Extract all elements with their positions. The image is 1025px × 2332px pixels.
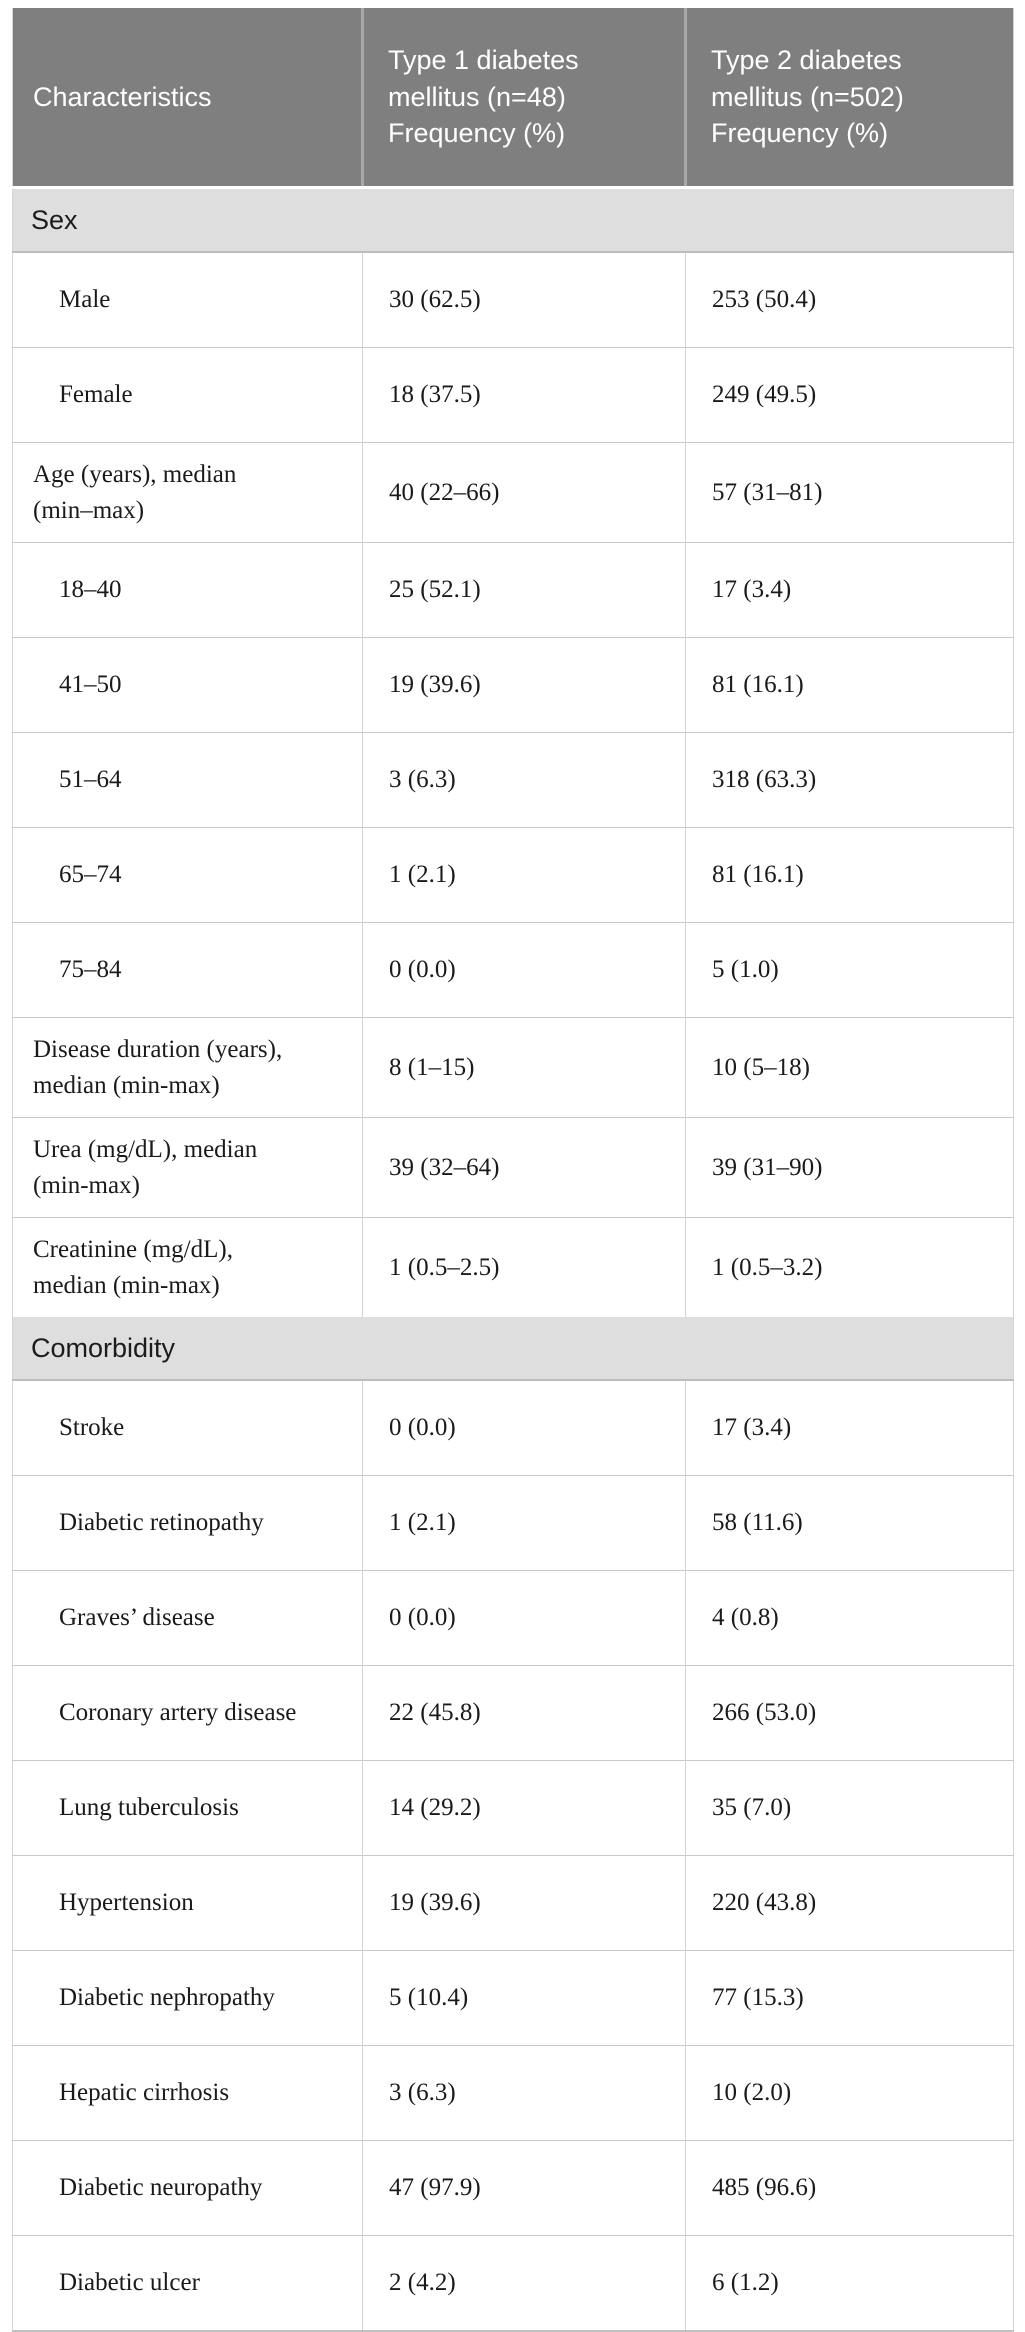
row-label-cell: Female [12, 347, 363, 443]
table-row-age-65-74: 65–74 1 (2.1) 81 (16.1) [12, 827, 1014, 923]
row-label-cell: Age (years), median (min–max) [12, 442, 363, 543]
row-label-cell: Stroke [12, 1380, 363, 1476]
table-row-female: Female 18 (37.5) 249 (49.5) [12, 347, 1014, 443]
row-label-cell: Male [12, 252, 363, 348]
t2dm-value-cell: 39 (31–90) [685, 1117, 1014, 1218]
table-row-hypertension: Hypertension 19 (39.6) 220 (43.8) [12, 1855, 1014, 1951]
t1dm-value-cell: 25 (52.1) [362, 542, 686, 638]
row-label-cell: Coronary artery disease [12, 1665, 363, 1761]
t1dm-value-cell: 40 (22–66) [362, 442, 686, 543]
row-label-cell: Diabetic neuropathy [12, 2140, 363, 2236]
table-row-urea: Urea (mg/dL), median (min-max) 39 (32–64… [12, 1117, 1014, 1218]
row-label-cell: Diabetic ulcer [12, 2235, 363, 2331]
row-label-cell: Hepatic cirrhosis [12, 2045, 363, 2141]
t2dm-value-cell: 220 (43.8) [685, 1855, 1014, 1951]
row-label-cell: 75–84 [12, 922, 363, 1018]
t1dm-value-cell: 2 (4.2) [362, 2235, 686, 2331]
t2dm-value-cell: 485 (96.6) [685, 2140, 1014, 2236]
t1dm-value-cell: 39 (32–64) [362, 1117, 686, 1218]
t1dm-value-cell: 0 (0.0) [362, 1570, 686, 1666]
table-row-age-75-84: 75–84 0 (0.0) 5 (1.0) [12, 922, 1014, 1018]
t1dm-value-cell: 18 (37.5) [362, 347, 686, 443]
row-label-cell: Diabetic nephropathy [12, 1950, 363, 2046]
table-row-lung-tuberculosis: Lung tuberculosis 14 (29.2) 35 (7.0) [12, 1760, 1014, 1856]
t1dm-value-cell: 1 (2.1) [362, 827, 686, 923]
row-label-cell: 18–40 [12, 542, 363, 638]
row-label-cell: Graves’ disease [12, 1570, 363, 1666]
t2dm-value-cell: 77 (15.3) [685, 1950, 1014, 2046]
t2dm-value-cell: 10 (5–18) [685, 1017, 1014, 1118]
table-row-diabetic-retinopathy: Diabetic retinopathy 1 (2.1) 58 (11.6) [12, 1475, 1014, 1571]
t2dm-value-cell: 5 (1.0) [685, 922, 1014, 1018]
characteristics-table: Characteristics Type 1 diabetes mellitus… [12, 8, 1014, 2332]
t2dm-value-cell: 35 (7.0) [685, 1760, 1014, 1856]
t2dm-value-cell: 253 (50.4) [685, 252, 1014, 348]
table-row-diabetic-ulcer: Diabetic ulcer 2 (4.2) 6 (1.2) [12, 2235, 1014, 2331]
table-row-age-41-50: 41–50 19 (39.6) 81 (16.1) [12, 637, 1014, 733]
row-label-cell: Lung tuberculosis [12, 1760, 363, 1856]
t2dm-value-cell: 17 (3.4) [685, 542, 1014, 638]
table-row-graves-disease: Graves’ disease 0 (0.0) 4 (0.8) [12, 1570, 1014, 1666]
table-row-age-18-40: 18–40 25 (52.1) 17 (3.4) [12, 542, 1014, 638]
row-label-cell: 65–74 [12, 827, 363, 923]
table-row-male: Male 30 (62.5) 253 (50.4) [12, 252, 1014, 348]
t1dm-value-cell: 19 (39.6) [362, 1855, 686, 1951]
t1dm-value-cell: 1 (0.5–2.5) [362, 1217, 686, 1317]
section-label: Sex [12, 187, 1014, 253]
table-header-row: Characteristics Type 1 diabetes mellitus… [12, 8, 1014, 189]
row-label-cell: Diabetic retinopathy [12, 1475, 363, 1571]
t2dm-value-cell: 266 (53.0) [685, 1665, 1014, 1761]
table-row-stroke: Stroke 0 (0.0) 17 (3.4) [12, 1380, 1014, 1476]
table-row-coronary-artery-disease: Coronary artery disease 22 (45.8) 266 (5… [12, 1665, 1014, 1761]
t1dm-value-cell: 3 (6.3) [362, 732, 686, 828]
table-row-diabetic-neuropathy: Diabetic neuropathy 47 (97.9) 485 (96.6) [12, 2140, 1014, 2236]
col-header-type2-diabetes: Type 2 diabetes mellitus (n=502) Frequen… [684, 8, 1014, 189]
t1dm-value-cell: 1 (2.1) [362, 1475, 686, 1571]
table-row-hepatic-cirrhosis: Hepatic cirrhosis 3 (6.3) 10 (2.0) [12, 2045, 1014, 2141]
t2dm-value-cell: 81 (16.1) [685, 827, 1014, 923]
col-header-characteristics: Characteristics [12, 8, 363, 189]
row-label-cell: 41–50 [12, 637, 363, 733]
t2dm-value-cell: 57 (31–81) [685, 442, 1014, 543]
t2dm-value-cell: 6 (1.2) [685, 2235, 1014, 2331]
t1dm-value-cell: 3 (6.3) [362, 2045, 686, 2141]
row-label-cell: 51–64 [12, 732, 363, 828]
t1dm-value-cell: 5 (10.4) [362, 1950, 686, 2046]
t2dm-value-cell: 17 (3.4) [685, 1380, 1014, 1476]
table-row-creatinine: Creatinine (mg/dL), median (min-max) 1 (… [12, 1217, 1014, 1317]
table-row-age-51-64: 51–64 3 (6.3) 318 (63.3) [12, 732, 1014, 828]
row-label-cell: Creatinine (mg/dL), median (min-max) [12, 1217, 363, 1317]
t1dm-value-cell: 0 (0.0) [362, 1380, 686, 1476]
row-label-cell: Disease duration (years), median (min-ma… [12, 1017, 363, 1118]
table-row-diabetic-nephropathy: Diabetic nephropathy 5 (10.4) 77 (15.3) [12, 1950, 1014, 2046]
t2dm-value-cell: 10 (2.0) [685, 2045, 1014, 2141]
row-label-cell: Urea (mg/dL), median (min-max) [12, 1117, 363, 1218]
t2dm-value-cell: 81 (16.1) [685, 637, 1014, 733]
row-label-cell: Hypertension [12, 1855, 363, 1951]
t2dm-value-cell: 4 (0.8) [685, 1570, 1014, 1666]
col-header-type1-diabetes: Type 1 diabetes mellitus (n=48) Frequenc… [361, 8, 686, 189]
table-row-age-median: Age (years), median (min–max) 40 (22–66)… [12, 442, 1014, 543]
section-row-comorbidity: Comorbidity [12, 1317, 1014, 1381]
t1dm-value-cell: 47 (97.9) [362, 2140, 686, 2236]
t1dm-value-cell: 8 (1–15) [362, 1017, 686, 1118]
page: Characteristics Type 1 diabetes mellitus… [12, 8, 1014, 2332]
section-label: Comorbidity [12, 1317, 1014, 1381]
t1dm-value-cell: 0 (0.0) [362, 922, 686, 1018]
t1dm-value-cell: 19 (39.6) [362, 637, 686, 733]
section-row-sex: Sex [12, 187, 1014, 253]
t1dm-value-cell: 22 (45.8) [362, 1665, 686, 1761]
t2dm-value-cell: 318 (63.3) [685, 732, 1014, 828]
t1dm-value-cell: 14 (29.2) [362, 1760, 686, 1856]
t2dm-value-cell: 1 (0.5–3.2) [685, 1217, 1014, 1317]
table-row-disease-duration: Disease duration (years), median (min-ma… [12, 1017, 1014, 1118]
t1dm-value-cell: 30 (62.5) [362, 252, 686, 348]
t2dm-value-cell: 249 (49.5) [685, 347, 1014, 443]
t2dm-value-cell: 58 (11.6) [685, 1475, 1014, 1571]
